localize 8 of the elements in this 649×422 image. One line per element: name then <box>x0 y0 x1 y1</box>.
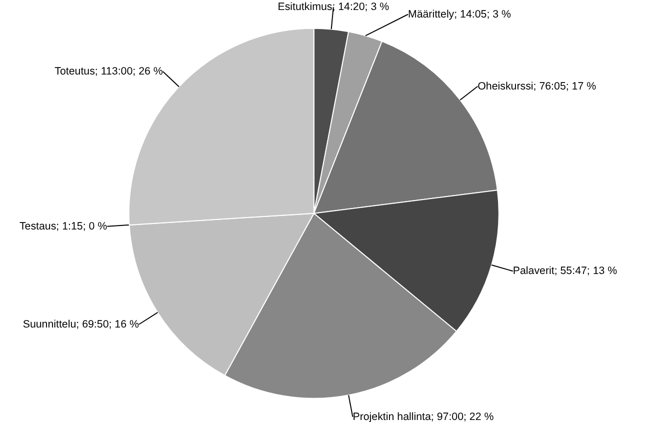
slice-label: Esitutkimus; 14:20; 3 % <box>278 1 390 14</box>
slice-label: Toteutus; 113:00; 26 % <box>54 66 164 78</box>
slice-label: Oheiskurssi; 76:05; 17 % <box>478 80 597 92</box>
legend-label: Testaus; 1:15; 0 % <box>19 220 108 232</box>
slice-label: Määrittely; 14:05; 3 % <box>408 8 512 20</box>
slice-label: Palaverit; 55:47; 13 % <box>512 265 618 278</box>
slice-label: Projektin hallinta; 97:00; 22 % <box>352 410 494 422</box>
slice-label: Suunnittelu; 69:50; 16 % <box>22 318 140 330</box>
